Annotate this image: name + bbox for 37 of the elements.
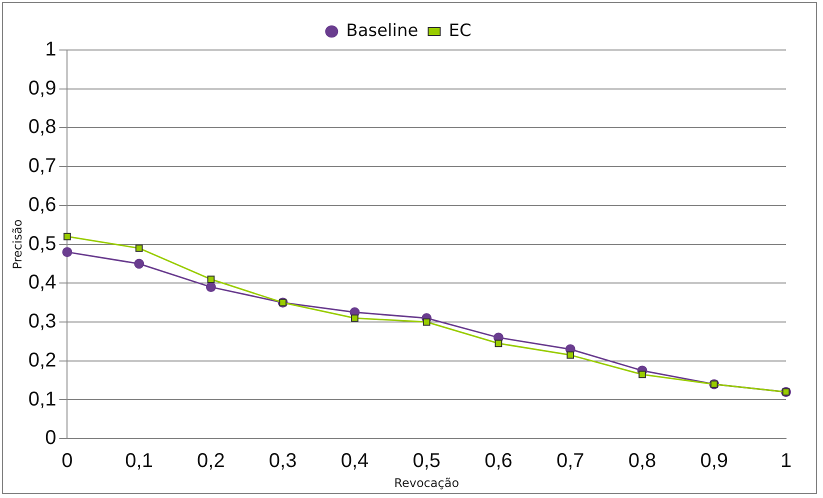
point xyxy=(134,258,144,269)
point xyxy=(64,232,71,240)
x-tick-label: 0,8 xyxy=(628,450,656,472)
y-tick-label: 0,5 xyxy=(28,232,56,255)
point xyxy=(638,370,646,378)
point xyxy=(422,318,430,326)
legend-label: Baseline xyxy=(346,20,418,41)
x-tick-label: 0,6 xyxy=(484,450,512,472)
y-tick-label: 0,7 xyxy=(28,155,56,178)
point xyxy=(207,276,215,283)
x-tick-label: 0,4 xyxy=(340,450,369,472)
y-tick-label: 0,6 xyxy=(28,194,56,216)
x-tick-label: 0,3 xyxy=(268,450,297,472)
y-tick-label: 1 xyxy=(45,38,56,61)
point xyxy=(351,314,358,322)
y-tick-label: 0,3 xyxy=(28,310,56,333)
y-tick-label: 0,9 xyxy=(28,77,56,100)
point xyxy=(566,351,574,359)
y-tick-label: 0,8 xyxy=(28,116,56,138)
y-tick-label: 0,4 xyxy=(28,272,56,294)
x-axis-title: Revocação xyxy=(394,476,460,490)
y-tick-label: 0,1 xyxy=(28,388,56,410)
x-tick-label: 0,2 xyxy=(197,450,225,472)
y-tick-label: 0,2 xyxy=(28,349,56,372)
point xyxy=(206,282,216,292)
x-tick-label: 0,9 xyxy=(700,450,728,472)
x-tick-label: 0,7 xyxy=(556,450,584,472)
y-axis-title: Precisão xyxy=(10,219,24,270)
point xyxy=(135,244,143,252)
legend-label: EC xyxy=(448,20,472,41)
x-tick-label: 1 xyxy=(780,450,792,472)
point xyxy=(62,247,72,258)
x-tick-label: 0 xyxy=(62,450,73,472)
y-tick-label: 0 xyxy=(45,427,56,450)
x-tick-label: 0,1 xyxy=(125,450,153,472)
point xyxy=(494,340,502,348)
x-tick-label: 0,5 xyxy=(412,450,441,472)
